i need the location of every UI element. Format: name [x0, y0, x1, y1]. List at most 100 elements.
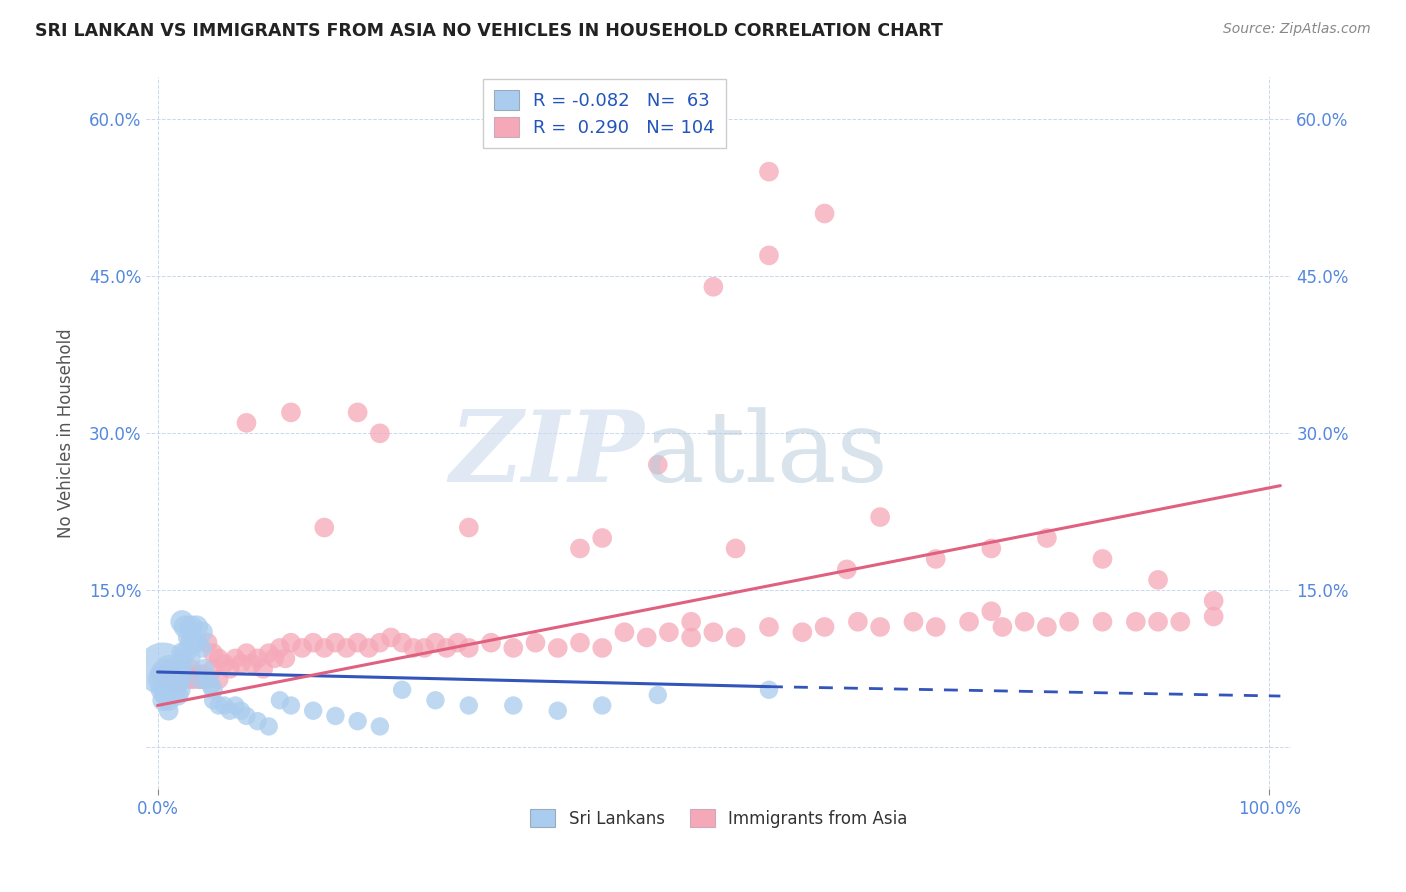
- Point: [869, 620, 891, 634]
- Point: [591, 640, 613, 655]
- Point: [447, 635, 470, 649]
- Point: [402, 640, 425, 655]
- Point: [1091, 552, 1114, 566]
- Point: [302, 704, 325, 718]
- Point: [903, 615, 925, 629]
- Point: [274, 651, 297, 665]
- Point: [479, 635, 502, 649]
- Legend: Sri Lankans, Immigrants from Asia: Sri Lankans, Immigrants from Asia: [524, 803, 914, 834]
- Point: [314, 640, 336, 655]
- Text: ZIP: ZIP: [450, 407, 644, 503]
- Point: [357, 640, 380, 655]
- Point: [991, 620, 1014, 634]
- Point: [155, 667, 177, 681]
- Point: [681, 615, 703, 629]
- Point: [193, 673, 215, 687]
- Point: [155, 673, 177, 687]
- Point: [165, 667, 187, 681]
- Text: atlas: atlas: [644, 407, 887, 502]
- Point: [613, 625, 636, 640]
- Point: [197, 635, 219, 649]
- Point: [291, 640, 314, 655]
- Point: [263, 651, 285, 665]
- Point: [547, 640, 569, 655]
- Point: [186, 667, 208, 681]
- Point: [174, 646, 197, 660]
- Point: [1057, 615, 1080, 629]
- Point: [240, 657, 263, 671]
- Point: [229, 704, 252, 718]
- Point: [169, 673, 191, 687]
- Point: [177, 673, 200, 687]
- Point: [758, 164, 780, 178]
- Point: [186, 620, 208, 634]
- Point: [191, 625, 214, 640]
- Point: [188, 673, 211, 687]
- Point: [157, 682, 180, 697]
- Point: [162, 667, 184, 681]
- Point: [280, 405, 302, 419]
- Point: [202, 646, 225, 660]
- Point: [502, 698, 524, 713]
- Point: [1147, 573, 1170, 587]
- Point: [1147, 615, 1170, 629]
- Point: [191, 667, 214, 681]
- Point: [193, 662, 215, 676]
- Point: [157, 704, 180, 718]
- Point: [425, 635, 447, 649]
- Point: [368, 719, 391, 733]
- Point: [724, 541, 747, 556]
- Point: [160, 673, 183, 687]
- Point: [252, 662, 274, 676]
- Point: [257, 646, 280, 660]
- Point: [569, 541, 592, 556]
- Point: [229, 657, 252, 671]
- Point: [758, 682, 780, 697]
- Point: [835, 562, 858, 576]
- Point: [257, 719, 280, 733]
- Point: [170, 615, 193, 629]
- Point: [758, 248, 780, 262]
- Point: [212, 657, 235, 671]
- Point: [202, 682, 225, 697]
- Point: [1091, 615, 1114, 629]
- Point: [647, 458, 669, 472]
- Point: [218, 662, 240, 676]
- Point: [191, 640, 214, 655]
- Point: [413, 640, 436, 655]
- Point: [636, 631, 658, 645]
- Point: [1036, 620, 1059, 634]
- Point: [160, 673, 183, 687]
- Point: [208, 698, 231, 713]
- Point: [155, 688, 177, 702]
- Point: [980, 604, 1002, 618]
- Point: [180, 635, 202, 649]
- Point: [246, 651, 269, 665]
- Point: [758, 620, 780, 634]
- Point: [155, 677, 177, 691]
- Point: [160, 682, 183, 697]
- Point: [869, 510, 891, 524]
- Point: [180, 662, 202, 676]
- Point: [457, 520, 479, 534]
- Point: [212, 698, 235, 713]
- Point: [165, 673, 187, 687]
- Point: [502, 640, 524, 655]
- Point: [162, 677, 184, 691]
- Point: [681, 631, 703, 645]
- Point: [181, 673, 204, 687]
- Point: [235, 646, 257, 660]
- Point: [436, 640, 458, 655]
- Point: [280, 698, 302, 713]
- Point: [235, 416, 257, 430]
- Point: [169, 662, 191, 676]
- Point: [813, 620, 835, 634]
- Point: [925, 620, 948, 634]
- Point: [174, 667, 197, 681]
- Point: [224, 698, 246, 713]
- Point: [325, 635, 347, 649]
- Point: [702, 280, 724, 294]
- Point: [152, 673, 174, 687]
- Point: [457, 698, 479, 713]
- Point: [1036, 531, 1059, 545]
